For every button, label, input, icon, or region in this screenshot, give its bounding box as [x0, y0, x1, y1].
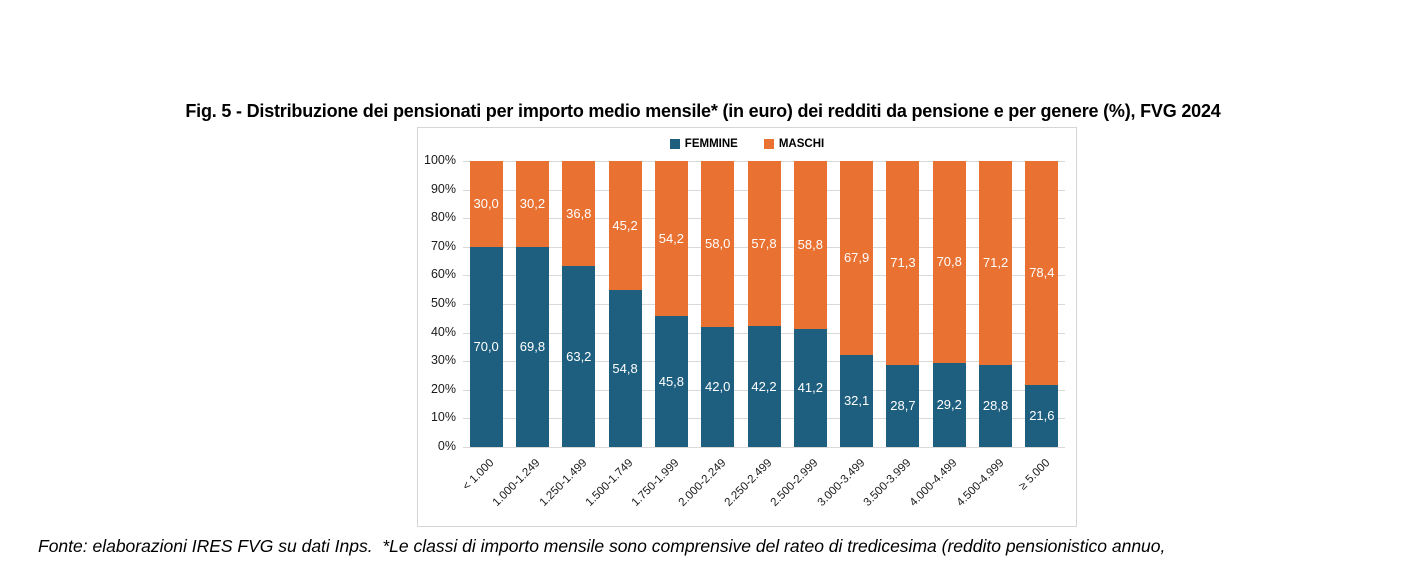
femmine-value-label: 32,1: [843, 393, 870, 409]
maschi-value-label: 30,2: [519, 196, 546, 212]
y-tick-label-90pct: 90%: [430, 181, 456, 196]
bar-femmine-segment: [469, 246, 503, 447]
bar-maschi-segment: [886, 161, 920, 365]
bar-maschi-segment: [515, 161, 549, 248]
y-tick-label-100pct: 100%: [424, 153, 456, 167]
maschi-value-label: 67,9: [843, 250, 870, 266]
chart: FEMMINE MASCHI 0% 10% 20% 30% 40% 50% 60% 70% 80…: [417, 127, 1077, 527]
femmine-value-label: 29,2: [936, 397, 962, 413]
bar-maschi-segment: [701, 161, 735, 327]
femmine-value-label: 21,6: [1029, 408, 1055, 424]
y-tick-label-80pct: 80%: [430, 210, 456, 225]
maschi-value-label: 36,8: [566, 205, 592, 221]
bar-maschi-segment: [840, 161, 874, 356]
bar-maschi-segment: [747, 161, 781, 327]
bar-femmine-segment: [608, 290, 642, 447]
y-tick-label-20pct: 20%: [430, 381, 456, 396]
legend: FEMMINE MASCHI: [418, 138, 1076, 150]
bar-maschi-segment: [793, 161, 827, 330]
femmine-value-label: 42,2: [751, 378, 777, 394]
bar-femmine-segment: [979, 364, 1013, 447]
maschi-value-label: 70,8: [936, 254, 962, 270]
bar-femmine-segment: [515, 247, 549, 447]
y-tick-label-70pct: 70%: [430, 238, 456, 253]
legend-label-maschi: MASCHI: [778, 138, 825, 150]
femmine-value-label: 63,2: [566, 348, 592, 364]
bar-maschi-segment: [469, 161, 503, 247]
y-tick-label-50pct: 50%: [430, 296, 456, 310]
maschi-value-label: 78,4: [1029, 265, 1055, 281]
femmine-value-label: 41,2: [797, 380, 823, 396]
femmine-value-label: 70,0: [473, 338, 499, 354]
femmine-value-label: 28,8: [982, 397, 1009, 413]
maschi-value-label: 58,0: [705, 235, 731, 251]
legend-label-femmine: FEMMINE: [684, 138, 738, 150]
bar-femmine-segment: [793, 329, 827, 447]
femmine-swatch-icon: [669, 139, 680, 149]
maschi-value-label: 30,0: [473, 195, 499, 211]
bar-maschi-segment: [979, 161, 1013, 365]
bar-maschi-segment: [1025, 161, 1059, 386]
bar-femmine-segment: [932, 363, 966, 447]
femmine-value-label: 42,0: [705, 378, 731, 394]
bar-femmine-segment: [747, 326, 781, 447]
bar-maschi-segment: [562, 161, 596, 267]
y-tick-label-10pct: 10%: [430, 410, 456, 425]
footer-note: Fonte: elaborazioni IRES FVG su dati Inp…: [38, 536, 1166, 556]
maschi-value-label: 54,2: [658, 230, 685, 246]
femmine-value-label: 28,7: [890, 397, 916, 413]
maschi-value-label: 71,2: [982, 254, 1009, 270]
figure-title: Fig. 5 - Distribuzione dei pensionati pe…: [185, 101, 1221, 121]
bar-femmine-segment: [886, 364, 920, 447]
maschi-value-label: 58,8: [797, 237, 823, 253]
femmine-value-label: 54,8: [612, 360, 638, 376]
maschi-value-label: 57,8: [751, 235, 777, 251]
bar-maschi-segment: [654, 161, 688, 316]
bar-femmine-segment: [1025, 385, 1059, 447]
maschi-value-label: 71,3: [890, 254, 916, 270]
maschi-swatch-icon: [763, 139, 774, 149]
maschi-value-label: 45,2: [612, 217, 638, 233]
y-tick-label-60pct: 60%: [430, 267, 456, 282]
femmine-value-label: 45,8: [658, 373, 685, 389]
gridline-0pct: [463, 447, 1065, 448]
legend-item-maschi: MASCHI: [763, 138, 825, 150]
bar-femmine-segment: [562, 266, 596, 447]
y-tick-label-30pct: 30%: [430, 353, 456, 368]
bar-maschi-segment: [932, 161, 966, 364]
bar-femmine-segment: [654, 316, 688, 447]
bar-femmine-segment: [701, 326, 735, 447]
y-tick-label-0pct: 0%: [437, 439, 456, 453]
bar-femmine-segment: [840, 355, 874, 447]
legend-item-femmine: FEMMINE: [669, 138, 738, 150]
femmine-value-label: 69,8: [519, 339, 546, 355]
bar-maschi-segment: [608, 161, 642, 291]
y-tick-label-40pct: 40%: [430, 324, 456, 339]
